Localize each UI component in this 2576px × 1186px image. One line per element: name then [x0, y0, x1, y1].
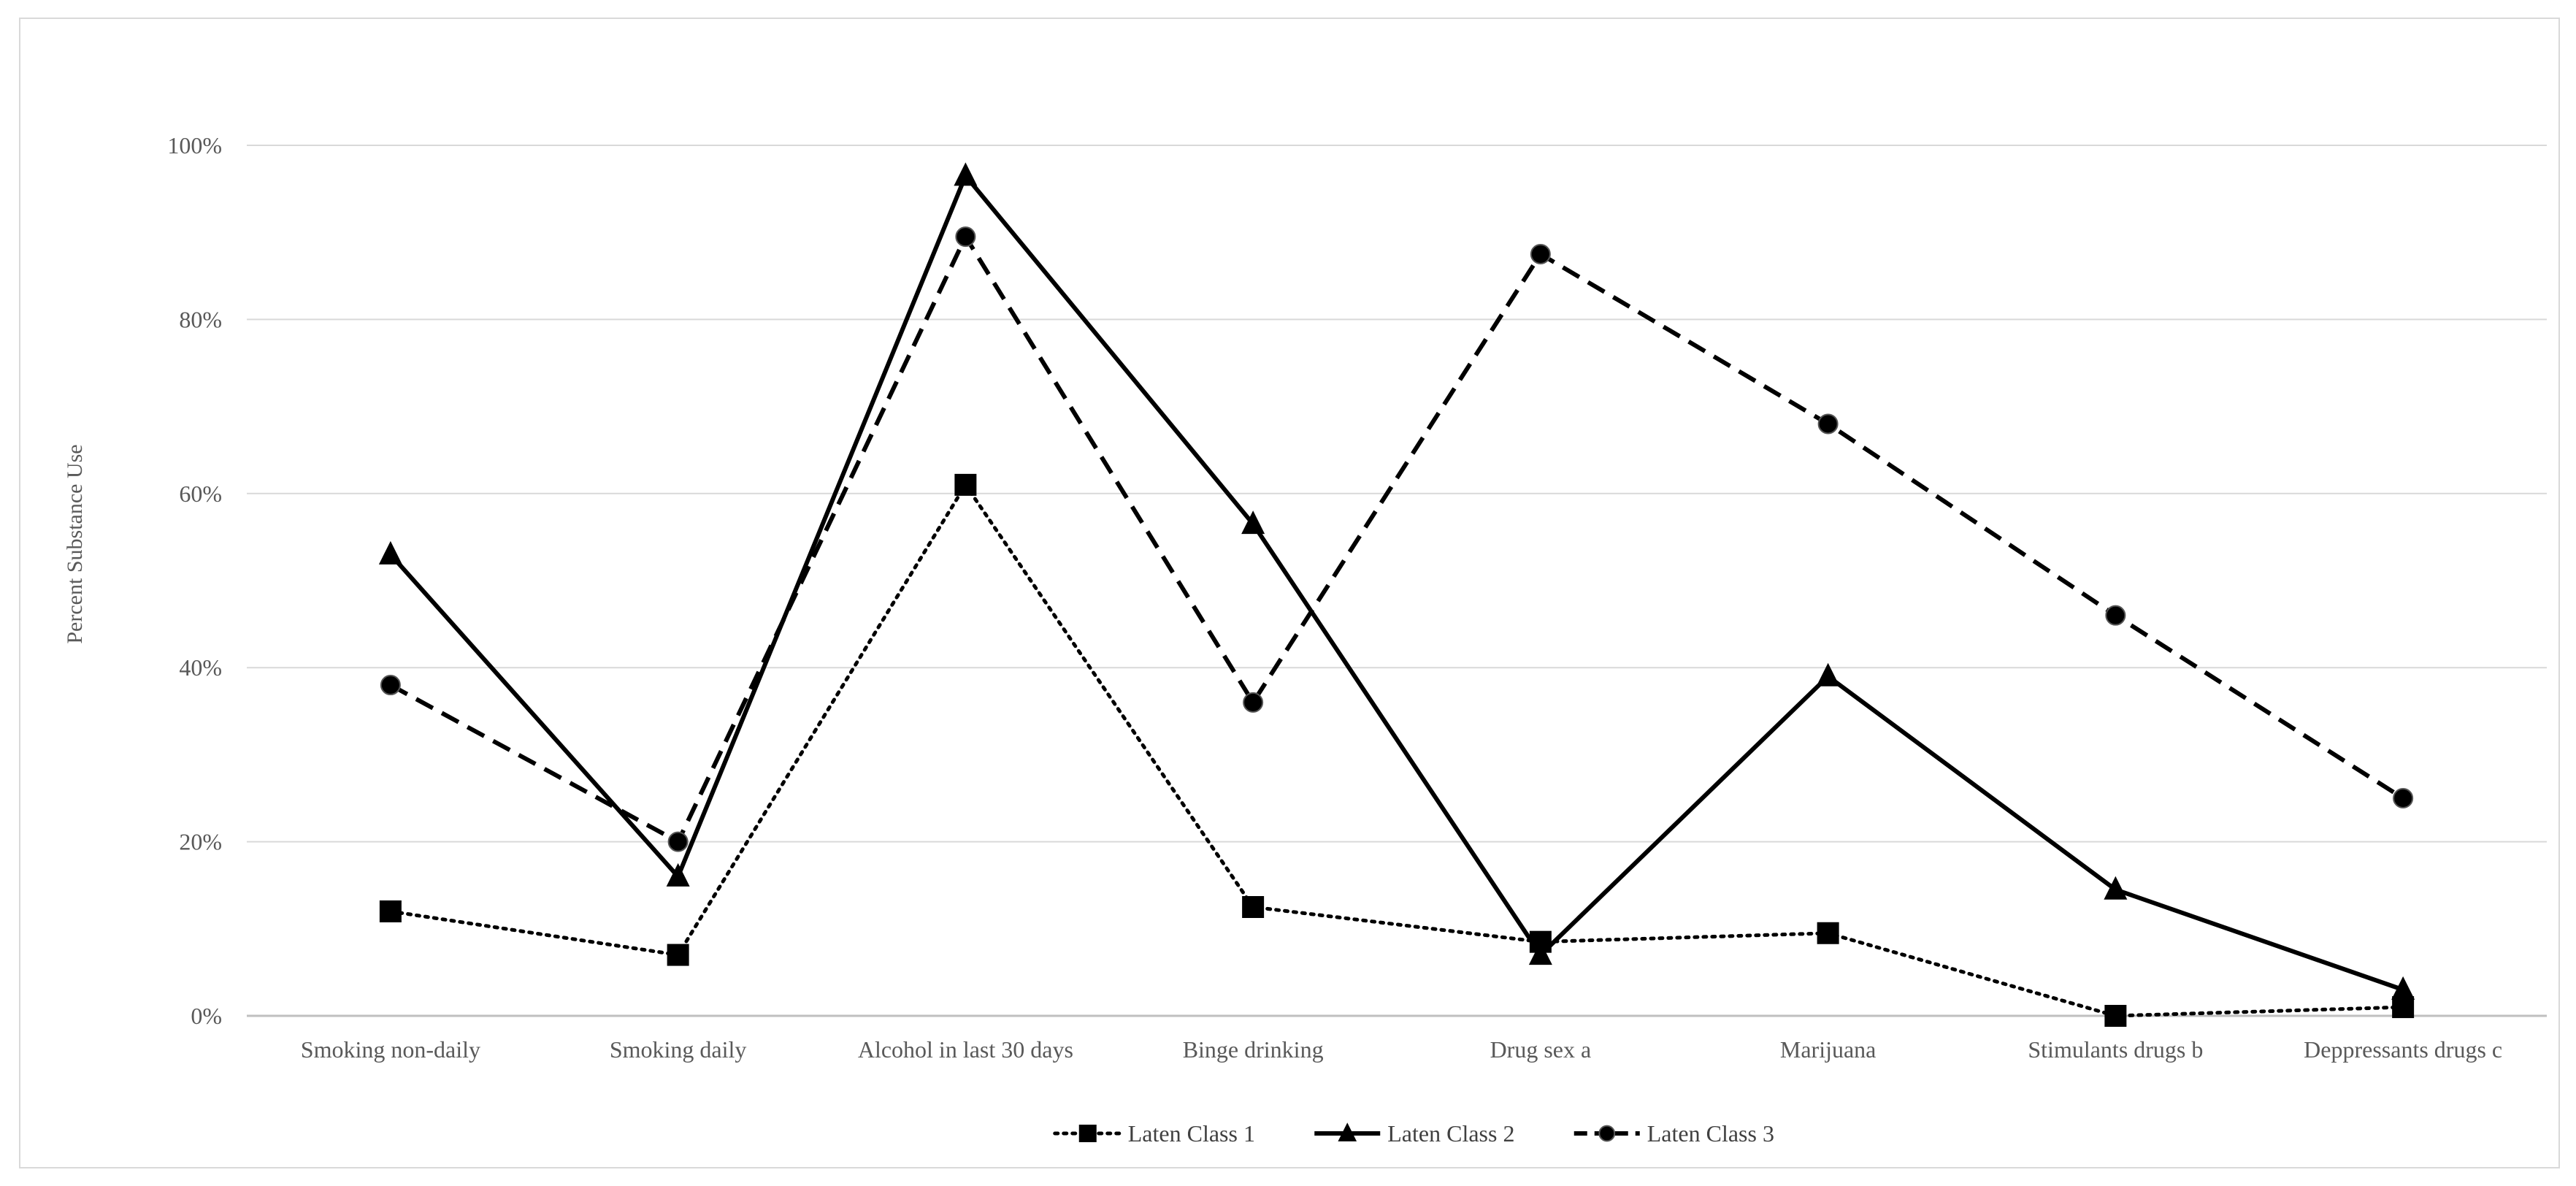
- y-tick-label: 80%: [179, 306, 222, 332]
- data-point-circle: [1243, 692, 1264, 713]
- y-tick-label: 100%: [167, 132, 222, 158]
- x-tick-label: Stimulants drugs b: [2028, 1036, 2203, 1063]
- data-point-triangle: [1338, 1122, 1357, 1141]
- data-point-square: [1078, 1125, 1097, 1142]
- x-tick-label: Drug sex a: [1490, 1036, 1592, 1063]
- x-tick-label: Smoking non-daily: [301, 1036, 480, 1063]
- data-point-triangle: [1816, 662, 1840, 686]
- y-tick-label: 40%: [179, 654, 222, 681]
- data-point-triangle: [954, 162, 978, 186]
- data-point-triangle: [2104, 876, 2128, 900]
- legend: Laten Class 1 Laten Class 2 Laten Class 3: [1053, 1120, 1774, 1147]
- series-line: [388, 171, 2404, 992]
- data-point-circle: [667, 831, 689, 852]
- x-tick-label: Marijuana: [1780, 1036, 1877, 1063]
- y-axis-ticks: 0% 20% 40% 60% 80% 100%: [167, 132, 222, 1029]
- data-point-square: [2392, 996, 2415, 1019]
- data-point-triangle: [378, 540, 402, 565]
- data-point-square: [1817, 922, 1839, 944]
- data-point-circle: [1817, 413, 1839, 435]
- series-1: [379, 473, 2415, 1027]
- legend-label: Laten Class 1: [1128, 1120, 1255, 1147]
- data-point-triangle: [666, 862, 690, 887]
- data-point-circle: [955, 226, 976, 248]
- x-tick-label: Binge drinking: [1183, 1036, 1324, 1063]
- data-point-square: [954, 473, 977, 496]
- y-tick-label: 0%: [191, 1003, 222, 1029]
- legend-label: Laten Class 3: [1647, 1120, 1774, 1147]
- series-line: [389, 232, 2404, 845]
- data-point-square: [379, 900, 402, 922]
- x-tick-label: Deppressants drugs c: [2304, 1036, 2502, 1063]
- data-point-square: [667, 944, 689, 966]
- x-tick-label: Smoking daily: [610, 1036, 747, 1063]
- data-point-square: [1242, 896, 1265, 918]
- series-group: [378, 162, 2415, 1027]
- series-line: [388, 481, 2405, 1018]
- data-point-circle: [2105, 605, 2126, 626]
- legend-item-2: Laten Class 2: [1314, 1120, 1514, 1147]
- legend-label: Laten Class 2: [1387, 1120, 1514, 1147]
- y-tick-label: 60%: [179, 481, 222, 507]
- data-point-square: [2104, 1005, 2127, 1027]
- y-tick-label: 20%: [179, 829, 222, 855]
- series-2: [378, 162, 2415, 1000]
- legend-item-3: Laten Class 3: [1573, 1120, 1774, 1147]
- data-point-circle: [1598, 1125, 1616, 1142]
- x-tick-label: Alcohol in last 30 days: [858, 1036, 1073, 1063]
- legend-item-1: Laten Class 1: [1053, 1120, 1255, 1147]
- y-axis-title: Percent Substance Use: [63, 444, 87, 643]
- gridlines: [247, 145, 2547, 1017]
- data-point-triangle: [1241, 510, 1265, 535]
- chart-frame: [19, 18, 2560, 1168]
- data-point-circle: [1530, 244, 1551, 264]
- data-point-circle: [380, 675, 401, 696]
- data-point-triangle: [2391, 976, 2415, 1000]
- x-axis-ticks: Smoking non-daily Smoking daily Alcohol in…: [301, 1036, 2502, 1063]
- data-point-triangle: [1528, 941, 1552, 965]
- data-point-circle: [2393, 788, 2414, 808]
- series-3: [380, 226, 2414, 852]
